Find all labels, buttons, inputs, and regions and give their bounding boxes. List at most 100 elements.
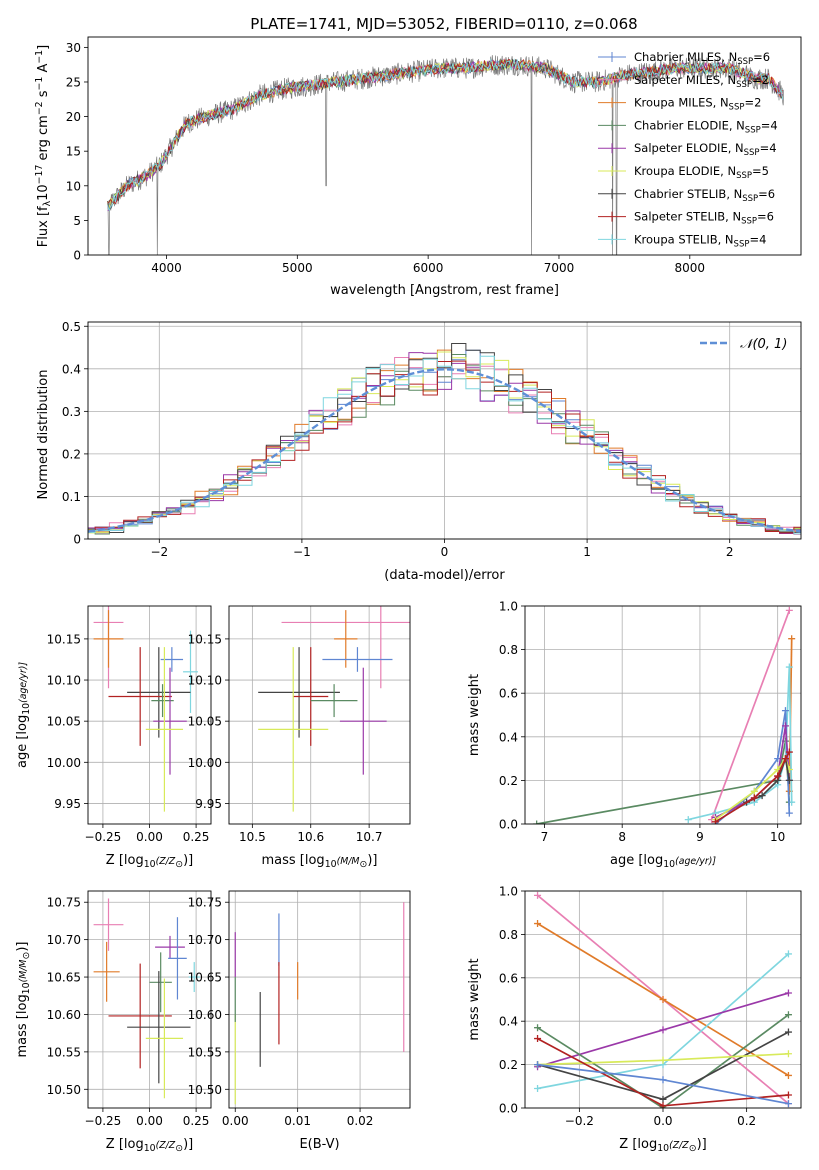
spectrum-ylabel-part: erg cm bbox=[36, 115, 51, 164]
residual_hist-ytick-label: 0.4 bbox=[62, 362, 81, 376]
legend-model: Chabrier ELODIE, N bbox=[634, 118, 745, 132]
weight_vs_age-ytick-label: 0.4 bbox=[499, 730, 518, 744]
weight_vs_Z-xlabel: Z [log10(Z/Z⊙)] bbox=[619, 1137, 706, 1154]
legend-sub: SSP bbox=[734, 239, 750, 249]
mass_vs_ebv-xtick-label: 0.01 bbox=[284, 1114, 311, 1128]
weight-point-marker bbox=[750, 787, 758, 795]
spectrum-plot-area bbox=[107, 55, 785, 255]
legend-model: Salpeter ELODIE, N bbox=[634, 141, 744, 155]
mass_vs_Z-ylabel-part: mass [log bbox=[15, 994, 30, 1057]
legend-nssp: =2 bbox=[744, 96, 761, 110]
residual_hist-xtick-label: 2 bbox=[726, 545, 734, 559]
spectrum-frame bbox=[87, 36, 802, 256]
weight-point-marker bbox=[784, 989, 792, 997]
mass_vs_ebv-grid bbox=[229, 891, 410, 1108]
age_vs_Z-ytick-label: 9.95 bbox=[54, 797, 81, 811]
mass_vs_ebv-frame bbox=[228, 890, 411, 1109]
weight-point-marker bbox=[659, 1102, 667, 1108]
legend-model: Kroupa STELIB, N bbox=[634, 232, 734, 246]
mass_vs_Z-ylabel-part: (M/M bbox=[18, 959, 29, 982]
mass_vs_ebv-ytick-label: 10.65 bbox=[188, 971, 222, 985]
weight-point-marker bbox=[711, 818, 719, 824]
mass_vs_Z-xlabel-part: 10 bbox=[144, 1143, 156, 1154]
weight-point-marker bbox=[784, 1100, 792, 1108]
legend-nssp: =6 bbox=[758, 187, 775, 201]
weight-point-marker bbox=[785, 809, 793, 817]
mass_vs_ebv-plot-area bbox=[234, 902, 405, 1105]
age_vs_Z-ytick-label: 10.00 bbox=[47, 756, 81, 770]
age_vs_Z-frame bbox=[87, 605, 212, 825]
legend-nssp: =5 bbox=[752, 164, 769, 178]
age_vs_Z-xlabel-part: ⊙ bbox=[175, 859, 183, 870]
spectrum-ylabel-part: s bbox=[36, 90, 51, 101]
spectrum-ylabel: Flux [fλ10−17 erg cm−2 s−1 A−1] bbox=[34, 45, 53, 247]
weight-point-marker bbox=[534, 1035, 542, 1043]
legend-model: Kroupa ELODIE, N bbox=[634, 164, 736, 178]
age_vs_mass-ytick-label: 10.15 bbox=[188, 632, 222, 646]
weight_vs_Z-frame bbox=[524, 890, 802, 1109]
legend-model: Chabrier MILES, N bbox=[634, 50, 737, 64]
legend-sub: SSP bbox=[744, 148, 760, 158]
histogram-xlabel: (data-model)/error bbox=[384, 568, 505, 583]
residual_hist-ytick-label: 0.1 bbox=[62, 490, 81, 504]
residual_hist-plot-area bbox=[88, 343, 801, 535]
mass_vs_Z-xlabel-part: Z [log bbox=[106, 1137, 144, 1152]
legend-sub: SSP bbox=[742, 194, 758, 204]
age_vs_mass-xlabel-part: )] bbox=[367, 853, 377, 868]
weight-point-marker bbox=[534, 1084, 542, 1092]
weight-series-line bbox=[710, 610, 791, 820]
mass_vs_Z-xtick-label: −0.25 bbox=[85, 1114, 122, 1128]
spectrum-xtick-label: 8000 bbox=[675, 261, 706, 275]
age_vs_mass-xlabel-part: (M/M bbox=[337, 856, 360, 867]
residual_hist-panel: −2 −1 0 1 2 0 0.1 0.2 0.3 0.4 0.5 𝒩(0, 1) (data-mode… bbox=[36, 320, 802, 583]
weight_vs_Z-ytick-label: 0.4 bbox=[499, 1015, 518, 1029]
weight_vs_Z-ytick-label: 0.0 bbox=[499, 1102, 518, 1116]
spectrum-model-line bbox=[107, 58, 783, 205]
age_vs_mass-xlabel-part: 10 bbox=[325, 859, 337, 870]
weight_vs_Z-panel: −0.2 0.0 0.2 0.0 0.2 0.4 0.6 0.8 1.0 Z [log10(Z/Z… bbox=[467, 885, 802, 1154]
age_vs_Z-ytick-label: 10.05 bbox=[47, 715, 81, 729]
mass_vs_ebv-xtick-label: 0.00 bbox=[222, 1114, 249, 1128]
mass_vs_ebv-ytick-label: 10.55 bbox=[188, 1045, 222, 1059]
legend-nssp: =4 bbox=[760, 141, 777, 155]
age_vs_mass-xtick-label: 10.7 bbox=[356, 830, 383, 844]
age_vs_Z-xlabel-part: (Z/Z bbox=[156, 856, 176, 867]
legend-sub: SSP bbox=[736, 80, 752, 90]
legend-entry: Salpeter ELODIE, NSSP=4 bbox=[634, 141, 777, 158]
age_vs_Z-xlabel-part: Z [log bbox=[106, 853, 144, 868]
weight_vs_Z-ytick-label: 0.2 bbox=[499, 1058, 518, 1072]
weight_vs_Z-xlabel-part: 10 bbox=[657, 1143, 669, 1154]
age_vs_mass-ytick-label: 10.00 bbox=[188, 756, 222, 770]
weight-point-marker bbox=[659, 1076, 667, 1084]
residual_hist-ytick-label: 0.3 bbox=[62, 405, 81, 419]
spectrum-data-line bbox=[107, 55, 785, 255]
spectrum-model-line bbox=[107, 58, 784, 212]
mass_vs_Z-ytick-label: 10.70 bbox=[47, 933, 81, 947]
age_vs_mass-grid bbox=[229, 606, 410, 824]
mass_vs_ebv-ytick-label: 10.60 bbox=[188, 1008, 222, 1022]
mass_vs_Z-xtick-label: 0.25 bbox=[183, 1114, 210, 1128]
spectrum-ylabel-part: −17 bbox=[34, 165, 45, 185]
legend-entry: Kroupa MILES, NSSP=2 bbox=[634, 96, 761, 113]
histogram-ylabel: Normed distribution bbox=[36, 370, 51, 500]
weight-point-marker bbox=[758, 792, 766, 800]
mass_vs_Z-ytick-label: 10.75 bbox=[47, 896, 81, 910]
legend-model: Salpeter MILES, N bbox=[634, 73, 736, 87]
weight-point-marker bbox=[534, 920, 542, 928]
age_vs_Z-ylabel-part: 10 bbox=[21, 703, 32, 715]
residual_hist-ytick-label: 0 bbox=[73, 533, 81, 547]
legend-model: Chabrier STELIB, N bbox=[634, 187, 742, 201]
legend-nssp: =4 bbox=[749, 232, 766, 246]
weight-point-marker bbox=[534, 1061, 542, 1069]
weight-point-marker bbox=[785, 776, 793, 784]
spectrum-ylabel-part: Flux [f bbox=[36, 206, 51, 247]
age_vs_Z-ylabel-part: (age/yr)] bbox=[18, 662, 29, 703]
residual_hist-grid bbox=[88, 322, 801, 540]
weight-point-marker bbox=[784, 950, 792, 958]
age_vs_mass-xtick-label: 10.6 bbox=[297, 830, 324, 844]
age_vs_Z-xtick-label: 0.25 bbox=[183, 830, 210, 844]
mass_vs_ebv-ytick-label: 10.70 bbox=[188, 933, 222, 947]
weight-point-marker bbox=[784, 1091, 792, 1099]
